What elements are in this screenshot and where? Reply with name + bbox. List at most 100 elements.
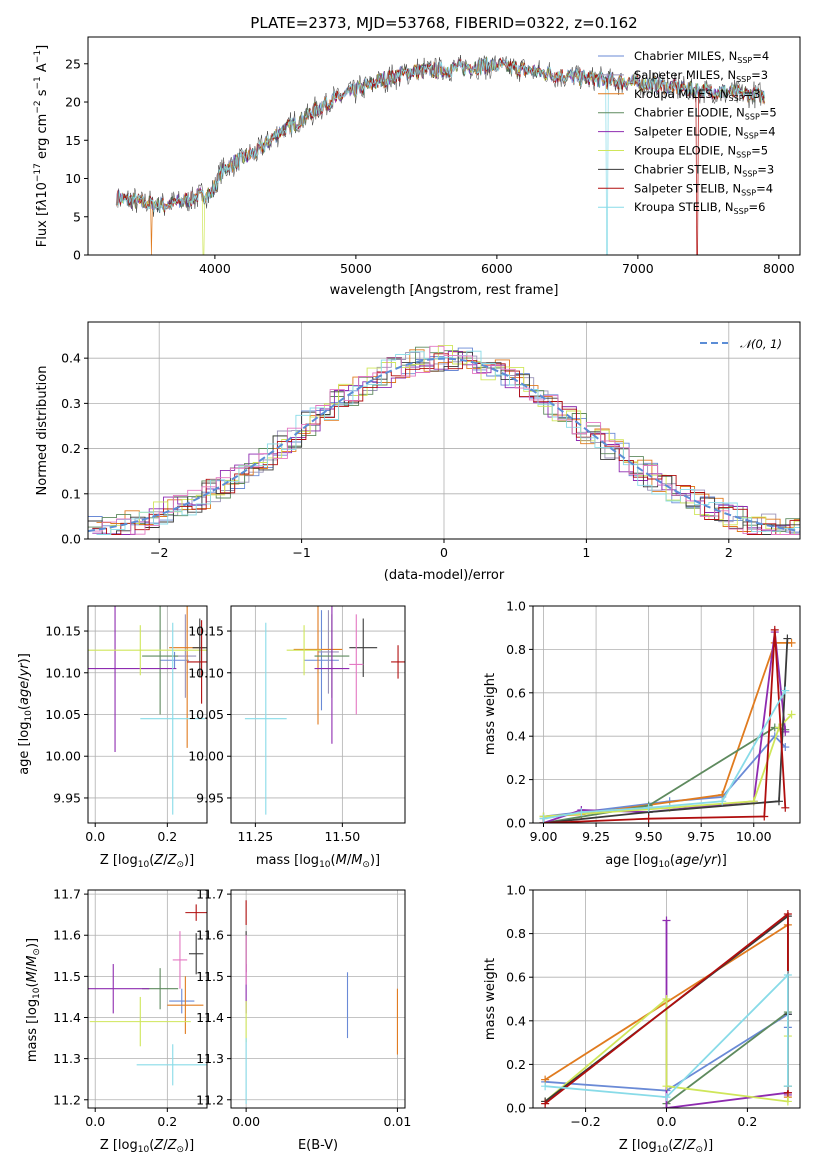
y-tick-label: 0.8 (506, 926, 526, 941)
x-tick-label: 0.2 (157, 1114, 177, 1129)
label-part: Z (153, 1138, 164, 1153)
legend-entry: Chabrier MILES, NSSP=4 (634, 49, 769, 65)
label-part: )] (184, 1138, 194, 1153)
y-tick-label: 10 (65, 171, 81, 186)
normal-curve (88, 357, 800, 533)
x-axis-label: Z [log10(Z/Z⊙)] (619, 1138, 713, 1155)
weight-line-4 (543, 631, 787, 823)
y-tick-label: 0.4 (61, 351, 81, 366)
label-part: )] (717, 853, 727, 868)
legend-name: Salpeter MILES, N (634, 68, 736, 82)
legend-n: =5 (751, 144, 768, 158)
y-tick-label: 0.0 (506, 816, 526, 831)
plot-area-6 (245, 900, 398, 1104)
legend-entry: Chabrier STELIB, NSSP=3 (634, 162, 774, 178)
legend-n: =4 (752, 49, 769, 63)
y-axis-label: age [log10(age/yr)] (17, 653, 34, 775)
plot-area-5 (88, 904, 207, 1086)
x-tick-label: 0.0 (85, 1114, 105, 1129)
y-tick-label: 0.2 (61, 441, 81, 456)
label-part: 10 (138, 860, 150, 870)
plot-area-3 (244, 606, 405, 815)
panel-3: 11.25 11.50 9.95 10.00 10.05 10.10 10.15 mass [… (188, 605, 406, 870)
label-part: mass [log (25, 999, 40, 1062)
label-part: Z (167, 853, 178, 868)
label-part: Z [log (619, 1138, 657, 1153)
label-part: Z (167, 1138, 178, 1153)
label-part: / (347, 853, 352, 868)
weight-point (644, 803, 653, 812)
y-tick-label: 10.00 (188, 749, 224, 764)
histogram-step-6 (96, 344, 800, 535)
label-part: / (699, 853, 704, 868)
legend-n: =4 (756, 181, 773, 195)
axes-frame (87, 889, 208, 1109)
y-tick-label: 0.0 (506, 1101, 526, 1116)
plot-area-0 (115, 54, 766, 255)
y-tick-label: 0.3 (61, 396, 81, 411)
x-tick-label: 9.25 (582, 829, 610, 844)
x-axis-label: E(B-V) (298, 1138, 338, 1153)
x-tick-label: 11.50 (324, 829, 360, 844)
label-part: 10 (319, 860, 331, 870)
legend-sub: SSP (736, 151, 751, 160)
y-tick-label: 9.95 (53, 790, 81, 805)
y-tick-label: 11.5 (196, 969, 224, 984)
legend-name: Kroupa ELODIE, N (634, 144, 736, 158)
weight-point (774, 797, 783, 806)
y-tick-label: 0.6 (506, 685, 526, 700)
y-tick-label: 10.15 (45, 624, 81, 639)
label-part: ⊙ (176, 1145, 184, 1155)
x-tick-label: 0.2 (737, 1114, 757, 1129)
y-tick-label: 0.8 (506, 642, 526, 657)
label-part: M (336, 853, 347, 868)
label-part: ⊙ (362, 860, 370, 870)
y-tick-label: 15 (65, 133, 81, 148)
label-part: )] (184, 853, 194, 868)
y-tick-label: 11.2 (53, 1092, 81, 1107)
legend-sub: SSP (737, 56, 752, 65)
legend-entry: Salpeter STELIB, NSSP=4 (634, 181, 773, 197)
x-tick-label: −0.2 (570, 1114, 600, 1129)
label-part: yr (703, 853, 719, 868)
x-tick-label: 0.0 (657, 1114, 677, 1129)
label-part: Z (686, 1138, 697, 1153)
legend-sub: SSP (729, 94, 744, 103)
weight-point (770, 625, 779, 634)
label-part: / (17, 676, 32, 681)
y-tick-label: 0.0 (61, 532, 81, 547)
label-part: )] (370, 853, 380, 868)
legend-entry: 𝒩(0, 1) (740, 337, 782, 351)
legend-sub: SSP (741, 188, 756, 197)
weight-point (787, 638, 796, 647)
y-tick-label: 10.10 (188, 665, 224, 680)
label-part: )] (25, 938, 40, 948)
weight-point (783, 634, 792, 643)
x-axis-label: Z [log10(Z/Z⊙)] (100, 853, 194, 870)
weight-point (662, 1104, 671, 1108)
legend-n: =4 (759, 125, 776, 139)
x-tick-label: 0.2 (157, 829, 177, 844)
y-axis-label: mass [log10(M/M⊙)] (25, 938, 42, 1062)
x-tick-label: 7000 (622, 261, 654, 276)
spectrum-line-1 (115, 58, 765, 212)
label-part: age [log (605, 853, 658, 868)
label-part: ( (17, 705, 32, 710)
y-tick-label: 20 (65, 95, 81, 110)
legend-name: Chabrier MILES, N (634, 49, 737, 63)
weight-point (783, 1082, 792, 1091)
y-axis-label: mass weight (483, 958, 498, 1040)
y-tick-label: 11.4 (196, 1010, 224, 1025)
histogram-step-8 (92, 353, 800, 535)
label-part: ( (149, 1138, 154, 1153)
weight-point (541, 1082, 550, 1091)
y-tick-label: 11.3 (196, 1051, 224, 1066)
label-part: 10 (24, 710, 34, 722)
label-part: )] (17, 653, 32, 663)
label-part: ( (149, 853, 154, 868)
label-part: 10 (32, 987, 42, 999)
y-tick-label: 10.10 (45, 665, 81, 680)
y-tick-label: 11.7 (196, 887, 224, 902)
label-part: age (17, 681, 32, 705)
